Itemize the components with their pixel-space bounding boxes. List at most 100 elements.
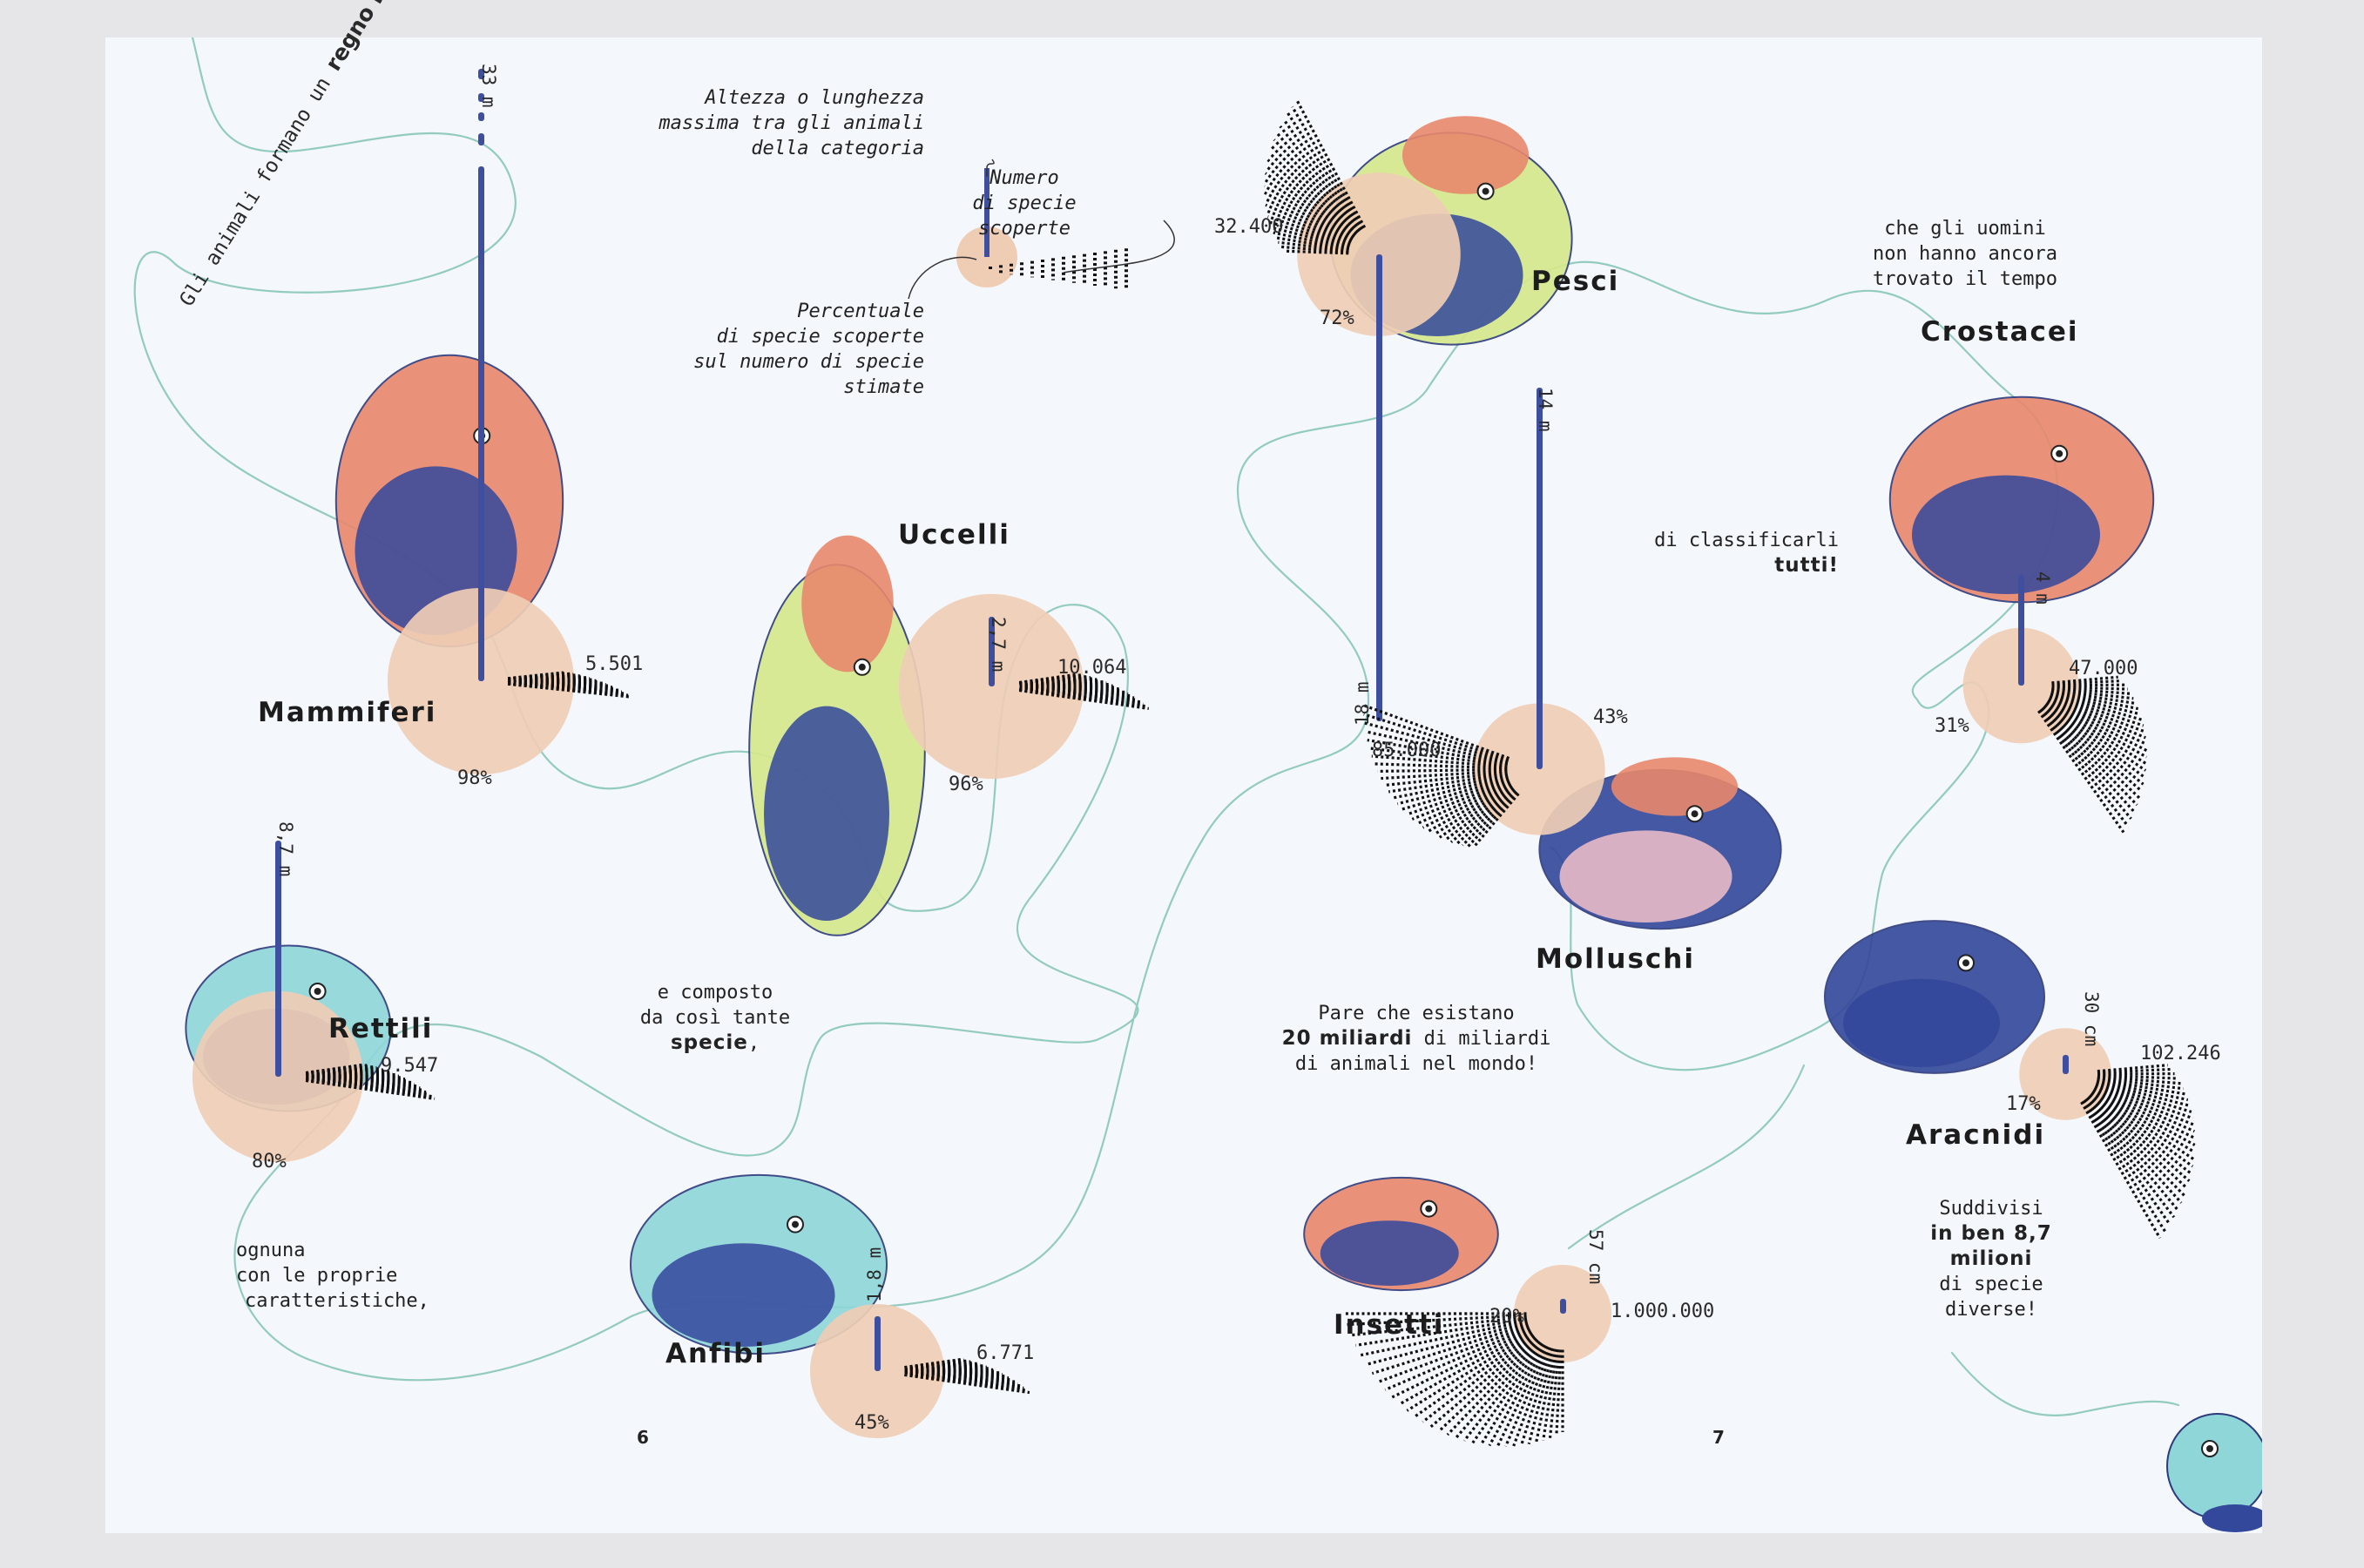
legend-pointer-species	[1063, 220, 1175, 274]
height-bar	[1376, 254, 1382, 721]
species-fan-tick	[2091, 1089, 2196, 1153]
species-fan-tick	[1295, 99, 1367, 229]
species-fan-tick	[2042, 706, 2141, 800]
species-fan-tick	[2080, 1101, 2162, 1240]
category-insetti	[1303, 1176, 1612, 1448]
species-fan-tick	[904, 1373, 1030, 1395]
species-fan-tick	[1360, 1319, 1528, 1357]
species-fan-tick	[1392, 774, 1509, 800]
species-fan-tick	[2049, 694, 2145, 733]
animal-accent	[1611, 757, 1739, 816]
animal-pupil	[792, 1220, 799, 1228]
species-fan-tick	[1462, 1341, 1542, 1442]
species-fan-tick	[2096, 1082, 2192, 1113]
species-fan-tick	[1282, 118, 1363, 231]
max-size: 4 m	[2032, 571, 2053, 605]
species-fan-tick	[2096, 1079, 2189, 1102]
species-fan-tick	[1273, 139, 1360, 233]
species-fan-tick	[1527, 1348, 1556, 1445]
animal-pupil	[1691, 810, 1699, 818]
species-fan-tick	[1264, 178, 1354, 240]
species-fan-tick	[306, 1078, 423, 1092]
story-classify: di classificarli tutti!	[1654, 530, 1839, 577]
species-fan-tick	[1264, 172, 1355, 239]
height-bar	[1560, 1299, 1566, 1314]
story-men: che gli uomini non hanno ancora trovato …	[1873, 218, 2057, 290]
species-fan-tick	[1548, 1349, 1561, 1438]
legend-percent-note: Percentuale di specie scoperte sul numer…	[693, 301, 924, 398]
species-fan-tick	[1542, 1348, 1559, 1441]
species-fan-tick	[1267, 215, 1351, 247]
ladybug-illustration	[1303, 1176, 1499, 1292]
legend-pointer-height	[986, 159, 995, 177]
species-fan-tick	[1371, 754, 1508, 768]
animal-pupil	[2056, 449, 2063, 457]
species-fan-tick	[1018, 688, 1150, 710]
species-fan-tick	[1377, 767, 1508, 773]
spider-illustration	[1824, 920, 2045, 1074]
species-fan-tick	[1429, 1335, 1537, 1429]
species-count: 6.771	[976, 1342, 1035, 1364]
species-fan-tick	[1384, 1326, 1530, 1391]
species-fan-tick	[2046, 700, 2147, 766]
species-count: 32.400	[1214, 216, 1284, 238]
species-fan-tick	[1461, 790, 1518, 847]
species-fan-tick	[2089, 1093, 2191, 1182]
species-fan-tick	[2090, 1091, 2195, 1161]
infographic-canvas	[133, 37, 2262, 1532]
discovered-percent: 31%	[1935, 715, 1969, 737]
species-fan-tick	[1371, 1322, 1529, 1375]
species-count: 5.501	[585, 653, 644, 675]
legend-pointer-percent	[908, 256, 977, 300]
species-fan-tick	[2097, 1064, 2168, 1073]
species-fan-tick	[1444, 787, 1515, 841]
height-bar-segment	[478, 93, 484, 102]
species-fan-tick	[2051, 679, 2122, 686]
height-bar-segment	[478, 133, 484, 145]
species-fan-tick	[2047, 698, 2148, 752]
species-fan-tick	[1388, 772, 1508, 794]
category-mammiferi	[334, 69, 632, 775]
max-size: 1,8 m	[864, 1247, 885, 1302]
species-fan-tick	[1414, 1333, 1534, 1418]
max-size: 8,7 m	[275, 821, 296, 877]
height-bar	[2018, 575, 2024, 686]
species-fan-tick	[1365, 730, 1509, 764]
species-fan-tick	[2044, 702, 2146, 779]
species-fan-tick	[1496, 1345, 1549, 1447]
species-fan-tick	[1402, 776, 1510, 811]
category-name: Rettili	[328, 1013, 434, 1044]
animal-shade	[652, 1243, 835, 1347]
page-number-right: 7	[1712, 1427, 1725, 1448]
species-fan-tick	[1438, 786, 1514, 839]
species-fan-tick	[507, 682, 632, 699]
category-crostacei	[1888, 395, 2155, 834]
animal-shade	[1320, 1220, 1459, 1286]
parrot-illustration	[748, 535, 926, 936]
discovered-percent: 98%	[457, 767, 492, 789]
legend-species-note: Numero di specie scoperte	[972, 167, 1077, 240]
species-fan-tick	[1265, 203, 1352, 244]
species-fan-tick	[2041, 706, 2138, 807]
species-fan-tick	[2051, 686, 2131, 695]
animal-pupil	[1425, 1205, 1433, 1213]
crab-illustration	[1888, 395, 2155, 604]
species-fan-tick	[1411, 779, 1510, 821]
species-fan-tick	[2050, 688, 2137, 706]
species-fan-tick	[2050, 693, 2144, 727]
species-fan-tick	[1406, 778, 1510, 816]
species-fan-tick	[2040, 707, 2136, 814]
species-fan-tick	[2050, 690, 2139, 711]
species-fan-tick	[1512, 1347, 1552, 1447]
species-fan-tick	[2038, 709, 2129, 827]
species-fan-tick	[2039, 708, 2132, 820]
species-fan-tick	[305, 1078, 436, 1100]
discovered-percent: 17%	[2006, 1093, 2041, 1115]
species-fan-tick	[1263, 185, 1354, 240]
height-bar	[989, 617, 995, 686]
species-fan-tick	[1467, 791, 1519, 848]
story-composed: e composto da così tante specie,	[639, 982, 791, 1054]
species-fan-tick	[2095, 1083, 2193, 1120]
species-count: 9.547	[381, 1055, 439, 1077]
species-fan-tick	[1472, 793, 1520, 848]
